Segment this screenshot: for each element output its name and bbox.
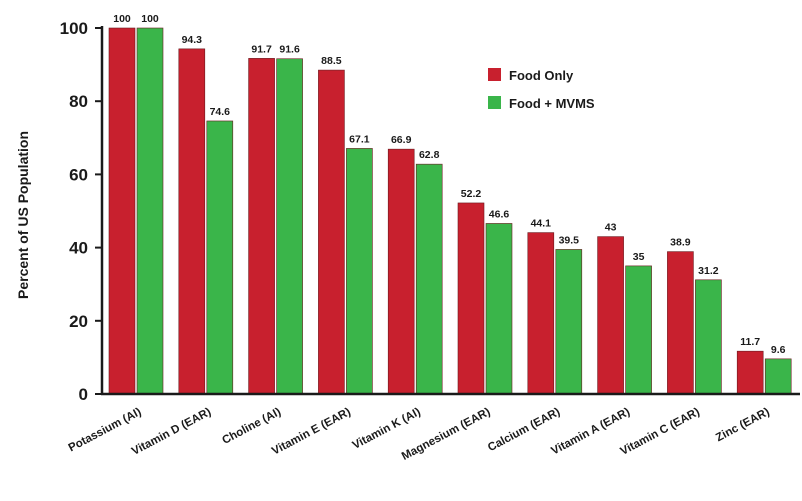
category-label-zinc-ear: Zinc (EAR) [714, 406, 772, 444]
bar-food-only-potassium-ai [108, 27, 136, 395]
data-label-food-mvms-vitamin-c-ear: 31.2 [698, 265, 719, 277]
data-label-food-mvms-magnesium-ear: 46.6 [489, 208, 510, 220]
data-label-food-only-choline-ai: 91.7 [251, 43, 272, 55]
bar-food-only-magnesium-ear [457, 202, 485, 395]
data-label-food-only-vitamin-e-ear: 88.5 [321, 55, 342, 67]
category-label-vitamin-d-ear: Vitamin D (EAR) [130, 406, 213, 458]
bar-food-only-calcium-ear [527, 232, 555, 395]
data-label-food-only-vitamin-c-ear: 38.9 [670, 237, 691, 249]
bar-food-only-vitamin-d-ear [178, 48, 206, 395]
bar-food-mvms-vitamin-c-ear [695, 279, 722, 395]
bar-food-mvms-vitamin-k-ai [415, 163, 443, 395]
bar-food-mvms-zinc-ear [764, 358, 792, 395]
bar-food-mvms-vitamin-e-ear [346, 148, 373, 395]
data-label-food-only-vitamin-d-ear: 94.3 [182, 34, 203, 46]
bars [108, 27, 792, 395]
legend: Food Only Food + MVMS [488, 68, 595, 111]
bar-food-only-zinc-ear [736, 350, 764, 395]
y-axis-ticks: 0 20 40 60 80 100 [60, 19, 102, 404]
data-labels: 100 100 94.3 74.6 91.7 91.6 88.5 67.1 66.9 62.8 52… [113, 13, 785, 356]
data-label-food-only-zinc-ear: 11.7 [740, 336, 760, 348]
bar-food-only-vitamin-k-ai [387, 148, 415, 395]
bar-food-only-vitamin-c-ear [667, 251, 694, 395]
category-label-vitamin-e-ear: Vitamin E (EAR) [270, 406, 353, 458]
bar-food-mvms-potassium-ai [136, 27, 164, 395]
y-tick-label: 80 [69, 92, 88, 111]
data-label-food-mvms-potassium-ai: 100 [141, 13, 159, 25]
data-label-food-mvms-choline-ai: 91.6 [279, 44, 300, 56]
data-label-food-only-vitamin-k-ai: 66.9 [391, 134, 412, 146]
y-axis-title: Percent of US Population [15, 131, 31, 299]
bar-food-only-vitamin-e-ear [318, 69, 345, 395]
data-label-food-mvms-vitamin-d-ear: 74.6 [210, 106, 231, 118]
data-label-food-mvms-zinc-ear: 9.6 [771, 344, 786, 356]
data-label-food-only-vitamin-a-ear: 43 [605, 222, 617, 234]
y-tick-label: 100 [60, 19, 88, 38]
bar-food-mvms-vitamin-a-ear [625, 265, 652, 395]
bar-food-only-vitamin-a-ear [597, 236, 624, 395]
bar-food-mvms-calcium-ear [555, 249, 583, 395]
bar-food-mvms-magnesium-ear [485, 223, 513, 395]
data-label-food-only-magnesium-ear: 52.2 [461, 188, 482, 200]
category-label-choline-ai: Choline (AI) [220, 406, 283, 447]
data-label-food-mvms-vitamin-a-ear: 35 [633, 251, 645, 263]
y-tick-label: 20 [69, 312, 88, 331]
data-label-food-only-potassium-ai: 100 [113, 13, 131, 25]
category-labels: Potassium (AI)Vitamin D (EAR) Choline (AI… [67, 406, 772, 463]
legend-swatch-food-mvms [488, 96, 501, 109]
bar-food-only-choline-ai [248, 58, 275, 395]
data-label-food-only-calcium-ear: 44.1 [531, 218, 552, 230]
bar-food-mvms-choline-ai [276, 58, 303, 395]
y-tick-label: 40 [69, 239, 88, 258]
data-label-food-mvms-calcium-ear: 39.5 [559, 234, 580, 246]
data-label-food-mvms-vitamin-k-ai: 62.8 [419, 149, 440, 161]
legend-label-food-mvms: Food + MVMS [509, 96, 595, 111]
y-tick-label: 60 [69, 165, 88, 184]
legend-swatch-food-only [488, 68, 501, 81]
axes [100, 26, 800, 396]
y-tick-label: 0 [79, 385, 88, 404]
data-label-food-mvms-vitamin-e-ear: 67.1 [349, 133, 370, 145]
legend-label-food-only: Food Only [509, 68, 574, 83]
category-label-vitamin-c-ear: Vitamin C (EAR) [619, 406, 702, 458]
bar-food-mvms-vitamin-d-ear [206, 120, 234, 395]
